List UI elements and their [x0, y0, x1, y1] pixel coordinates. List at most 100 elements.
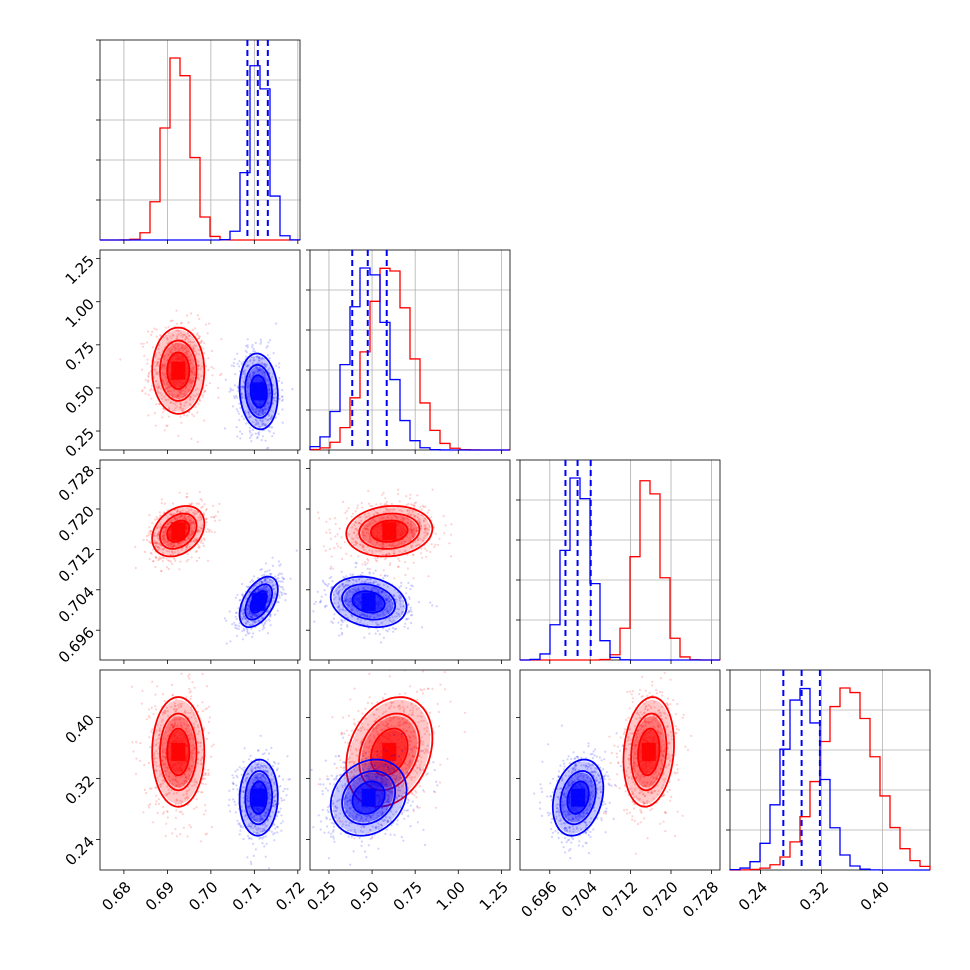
- scatter-point: [283, 592, 286, 595]
- scatter-point: [247, 613, 250, 616]
- scatter-point: [193, 512, 196, 515]
- scatter-point: [165, 382, 168, 386]
- scatter-point: [191, 341, 194, 344]
- scatter-point: [191, 380, 194, 383]
- scatter-point: [153, 756, 156, 760]
- scatter-point: [247, 381, 250, 384]
- scatter-point: [155, 794, 158, 797]
- scatter-point: [194, 395, 197, 398]
- scatter-point: [368, 523, 372, 526]
- scatter-point: [292, 611, 294, 613]
- scatter-point: [168, 775, 171, 779]
- scatter-point: [258, 431, 261, 434]
- scatter-point: [432, 526, 435, 529]
- scatter-point: [178, 542, 181, 545]
- scatter-point: [257, 359, 260, 362]
- scatter-point: [167, 415, 170, 418]
- scatter-point: [162, 713, 165, 716]
- scatter-point: [362, 586, 366, 589]
- scatter-point: [265, 590, 269, 593]
- scatter-point: [183, 515, 186, 518]
- scatter-point: [247, 416, 251, 419]
- scatter-point: [168, 781, 171, 784]
- scatter-point: [149, 551, 152, 555]
- scatter-point: [183, 516, 186, 519]
- scatter-point: [263, 588, 266, 591]
- scatter-point: [268, 367, 271, 370]
- scatter-point: [174, 778, 177, 782]
- scatter-point: [264, 418, 267, 421]
- scatter-point: [202, 391, 206, 394]
- scatter-point: [185, 696, 188, 699]
- scatter-point: [242, 627, 245, 630]
- scatter-point: [391, 606, 395, 609]
- scatter-point: [358, 522, 361, 525]
- scatter-point: [385, 507, 388, 510]
- scatter-point: [260, 568, 263, 571]
- scatter-point: [264, 371, 267, 375]
- scatter-point: [275, 578, 278, 581]
- scatter-point: [358, 543, 362, 546]
- scatter-point: [272, 410, 275, 413]
- scatter-point: [161, 759, 164, 762]
- scatter-point: [338, 596, 341, 599]
- scatter-point: [149, 746, 152, 749]
- scatter-point: [251, 374, 255, 377]
- scatter-point: [151, 728, 154, 731]
- scatter-point: [411, 529, 414, 532]
- scatter-point: [371, 587, 375, 590]
- scatter-point: [420, 547, 423, 550]
- scatter-point: [325, 520, 328, 523]
- scatter-point: [362, 544, 365, 547]
- scatter-point: [165, 387, 169, 390]
- scatter-point: [255, 355, 258, 358]
- scatter-point: [246, 632, 250, 635]
- scatter-point: [382, 546, 385, 549]
- scatter-point: [186, 510, 190, 513]
- scatter-point: [188, 334, 191, 337]
- scatter-point: [156, 389, 159, 392]
- scatter-point: [179, 721, 182, 725]
- scatter-point: [264, 587, 267, 590]
- scatter-point: [379, 550, 382, 553]
- scatter-point: [164, 773, 167, 776]
- scatter-point: [203, 503, 206, 506]
- scatter-point: [256, 413, 259, 416]
- scatter-point: [249, 378, 252, 381]
- scatter-point: [313, 620, 316, 623]
- scatter-point: [202, 394, 205, 397]
- scatter-point: [192, 398, 195, 401]
- scatter-point: [185, 780, 188, 783]
- scatter-point: [400, 584, 403, 587]
- scatter-point: [196, 726, 199, 729]
- scatter-point: [334, 517, 337, 520]
- scatter-point: [330, 586, 333, 589]
- scatter-point: [324, 593, 327, 596]
- scatter-point: [256, 437, 259, 440]
- scatter-point: [245, 390, 249, 393]
- scatter-point: [380, 622, 383, 625]
- scatter-point: [141, 345, 144, 348]
- scatter-point: [140, 342, 143, 345]
- scatter-point: [444, 524, 447, 527]
- scatter-point: [190, 312, 193, 315]
- scatter-point: [389, 508, 392, 511]
- scatter-point: [235, 394, 238, 397]
- scatter-point: [172, 544, 175, 547]
- scatter-point: [176, 516, 180, 519]
- scatter-point: [251, 371, 255, 374]
- scatter-point: [256, 577, 260, 580]
- scatter-point: [175, 775, 178, 778]
- scatter-point: [347, 600, 350, 603]
- scatter-point: [181, 509, 184, 512]
- scatter-point: [187, 558, 190, 561]
- contour-line: [341, 583, 397, 621]
- histogram-series-2: [519, 477, 720, 661]
- scatter-point: [265, 401, 269, 404]
- scatter-point: [248, 376, 251, 379]
- scatter-point: [257, 433, 261, 436]
- scatter-point: [164, 372, 167, 376]
- scatter-point: [350, 609, 353, 612]
- scatter-point: [382, 577, 385, 580]
- scatter-point: [435, 605, 438, 608]
